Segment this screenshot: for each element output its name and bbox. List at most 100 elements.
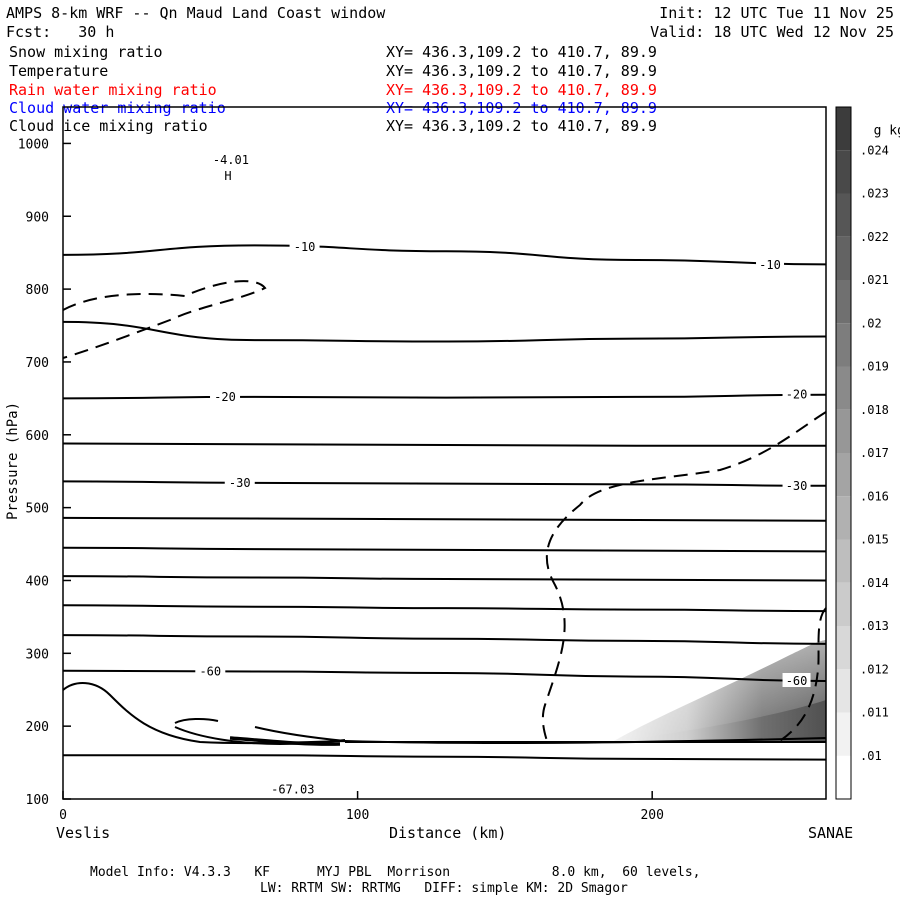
legend-xy: XY= 436.3,109.2 to 410.7, 89.9: [386, 43, 657, 61]
right-endpoint-label: SANAE: [808, 824, 854, 842]
contour-label: -60: [786, 674, 808, 688]
colorbar-swatch: [836, 409, 851, 453]
temperature-contour: [62, 320, 827, 343]
contour-label: -20: [214, 390, 236, 404]
colorbar-swatch: [836, 193, 851, 237]
x-tick-label: 0: [59, 808, 67, 823]
init-time: Init: 12 UTC Tue 11 Nov 25: [659, 4, 894, 22]
temperature-contour: [62, 546, 827, 553]
chart-title: AMPS 8-km WRF -- Qn Maud Land Coast wind…: [6, 4, 386, 22]
plot-frame: [62, 106, 827, 800]
colorbar-level-label: .019: [860, 360, 889, 374]
colorbar-swatch: [836, 150, 851, 194]
x-axis-label: Distance (km): [389, 824, 507, 842]
legend-name: Snow mixing ratio: [9, 43, 163, 61]
temperature-contour: [62, 393, 827, 400]
colorbar-swatch: [836, 496, 851, 540]
temperature-contour: [62, 604, 827, 613]
colorbar-level-label: .02: [860, 316, 882, 330]
contour-label: -30: [786, 479, 808, 493]
y-tick-label: 500: [26, 502, 49, 517]
contour-label: -10: [294, 240, 316, 254]
contour-label-bg: [782, 477, 811, 492]
contour-label: -30: [229, 476, 251, 490]
x-tick-label: 200: [640, 808, 663, 823]
legend-name: Rain water mixing ratio: [9, 81, 217, 99]
contour-label-bg: [224, 475, 255, 490]
y-tick-label: 1000: [18, 137, 49, 152]
colorbar-swatch: [836, 539, 851, 583]
snow-shading-highlight: [612, 640, 826, 742]
temperature-contour: [62, 669, 827, 682]
colorbar-swatch: [836, 366, 851, 410]
contour-label: H: [224, 169, 231, 183]
axis-ticks: 100 200 300 400 500 600 700 800 900 1000 0 100 200: [18, 137, 664, 823]
legend-name: Cloud ice mixing ratio: [9, 117, 208, 135]
colorbar-level-label: .023: [860, 187, 889, 201]
colorbar-level-label: .021: [860, 273, 889, 287]
legend-xy: XY= 436.3,109.2 to 410.7, 89.9: [386, 117, 657, 135]
near-surface-bold-contour: [229, 736, 341, 746]
contour-label-bg: [210, 390, 241, 405]
y-tick-label: 100: [26, 793, 49, 808]
temperature-contour: [62, 442, 826, 447]
contour-label-bg: [221, 168, 234, 183]
colorbar-level-label: .018: [860, 403, 889, 417]
y-tick-label: 700: [26, 356, 49, 371]
colorbar-level-label: .022: [860, 230, 889, 244]
contour-label-bg: [782, 672, 811, 687]
colorbar-swatch: [836, 236, 851, 280]
legend-xy: XY= 436.3,109.2 to 410.7, 89.9: [386, 62, 657, 80]
temperature-contour: [62, 244, 827, 266]
colorbar-swatch: [836, 323, 851, 367]
y-tick-label: 400: [26, 574, 49, 589]
colorbar-level-label: .017: [860, 446, 889, 460]
contour-label-bg: [195, 664, 226, 679]
colorbar-level-label: .012: [860, 662, 889, 676]
y-tick-label: 300: [26, 647, 49, 662]
legend-name: Cloud water mixing ratio: [9, 99, 226, 117]
colorbar-level-label: .015: [860, 533, 889, 547]
colorbar-level-label: .014: [860, 576, 889, 590]
model-info: Model Info: V4.3.3 KF MYJ PBL Morrison 8…: [90, 865, 701, 880]
temperature-contour: [62, 480, 827, 487]
valid-time: Valid: 18 UTC Wed 12 Nov 25: [650, 23, 894, 41]
snow-dashed-contour: [541, 411, 827, 745]
y-tick-label: 200: [26, 720, 49, 735]
snow-dashed-contour-right: [777, 607, 827, 743]
legend-xy: XY= 436.3,109.2 to 410.7, 89.9: [386, 81, 657, 99]
temperature-contour: [63, 754, 827, 761]
colorbar-swatch: [836, 107, 851, 151]
contour-label-bg: [208, 152, 253, 167]
temperature-contours: [62, 244, 827, 761]
contour-labels: -67.03 -60 -30 -20 -10 H -4.01 -60 -30 -20 -10: [195, 152, 811, 797]
y-tick-label: 800: [26, 283, 49, 298]
contour-label-bg: [756, 257, 785, 272]
left-endpoint-label: Veslis: [56, 824, 111, 842]
model-physics: LW: RRTM SW: RRTMG DIFF: simple KM: 2D S…: [260, 881, 628, 896]
colorbar-swatch: [836, 712, 851, 756]
y-axis-label: Pressure (hPa): [5, 401, 21, 520]
colorbar-swatch: [836, 669, 851, 713]
colorbar-unit: g kg-1: [858, 103, 900, 139]
colorbar-level-label: .016: [860, 489, 889, 503]
colorbar-swatch: [836, 453, 851, 497]
y-tick-label: 900: [26, 210, 49, 225]
colorbar-swatch: [836, 626, 851, 670]
colorbar: .01 .011 .012 .013 .014 .015 .016 .017 .018 .019.…: [835, 106, 889, 800]
colorbar-swatch: [836, 582, 851, 626]
legend-name: Temperature: [9, 62, 109, 80]
contour-label: -4.01: [213, 153, 249, 167]
contour-label-bg: [782, 386, 811, 401]
contour-label: -20: [786, 388, 808, 402]
legend-xy: XY= 436.3,109.2 to 410.7, 89.9: [386, 99, 657, 117]
contour-label: -10: [759, 258, 781, 272]
colorbar-swatch: [836, 755, 851, 799]
contour-label: -60: [199, 664, 221, 678]
contour-label-bg: [266, 781, 319, 796]
colorbar-level-label: .024: [860, 143, 889, 157]
colorbar-level-label: .011: [860, 706, 889, 720]
temperature-contour: [62, 634, 827, 645]
contour-label-bg: [289, 239, 320, 254]
contour-label: -67.03: [271, 783, 314, 797]
